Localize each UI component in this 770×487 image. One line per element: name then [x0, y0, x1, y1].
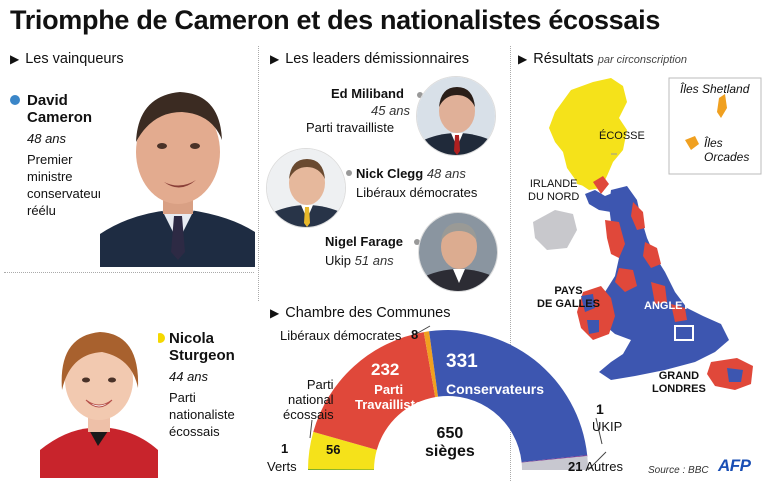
seat-segment-1 — [308, 431, 377, 470]
leader-name-age: Nick Clegg 48 ans — [356, 166, 466, 181]
england-region — [595, 186, 729, 380]
label-ukip: UKIP — [592, 419, 623, 434]
label-verts: Verts — [267, 459, 297, 474]
label-snp: Parti national écossais — [283, 377, 334, 422]
divider — [510, 46, 511, 481]
leader-name: Nigel Farage — [325, 234, 404, 249]
leader-line-0 — [415, 325, 431, 335]
winner-name: Nicola Sturgeon — [169, 330, 235, 364]
miliband-photo — [416, 76, 496, 156]
winner-age: 48 ans — [27, 131, 67, 146]
london-marker — [674, 325, 694, 341]
scotland-region — [549, 78, 627, 190]
value-con: 331 — [446, 351, 478, 372]
arrow-right-icon: ▶ — [270, 52, 280, 66]
label-autres: 21 Autres — [568, 459, 623, 474]
arrow-right-icon: ▶ — [518, 52, 528, 66]
section-winners: ▶ Les vainqueurs — [10, 51, 124, 67]
connector-dot — [346, 170, 352, 176]
northern-ireland-region — [533, 210, 577, 250]
arrow-right-icon: ▶ — [270, 306, 280, 320]
leader-age: 45 ans — [371, 103, 411, 118]
page-title: Triomphe de Cameron et des nationalistes… — [10, 5, 661, 35]
section-chamber: ▶ Chambre des Communes — [270, 305, 451, 321]
results-map — [515, 72, 765, 402]
seat-segment-4 — [429, 330, 588, 463]
arrow-right-icon: ▶ — [10, 52, 20, 66]
source-text: Source : BBC — [648, 465, 709, 476]
leader-line-3 — [587, 451, 607, 471]
seat-segment-3 — [423, 331, 439, 398]
value-verts: 1 — [281, 441, 289, 456]
chart-total: 650 sièges — [425, 425, 475, 460]
chamber-chart — [308, 325, 607, 471]
winner-desc: Parti nationaliste écossais — [169, 390, 235, 439]
map-label: GRAND LONDRES — [652, 370, 706, 395]
party-dot — [10, 95, 20, 105]
divider — [4, 272, 254, 273]
leader-line-1 — [309, 419, 313, 439]
clegg-photo — [266, 148, 346, 228]
islands-inset — [668, 77, 762, 175]
map-label: Îles Shetland — [680, 82, 750, 96]
map-label: IRLANDE DU NORD — [528, 178, 580, 203]
value-ukip: 1 — [596, 401, 604, 417]
seat-segment-6 — [521, 455, 588, 470]
map-label: Îles Orcades — [704, 136, 750, 164]
seat-segment-2 — [313, 332, 436, 450]
winner-name: David Cameron — [27, 92, 93, 126]
sturgeon-photo — [40, 318, 158, 478]
cameron-photo — [100, 82, 255, 267]
map-label: ANGLETERRE — [644, 300, 720, 312]
label-pt: Parti Travailliste — [355, 382, 423, 412]
label-ld: Libéraux démocrates — [280, 328, 402, 343]
afp-logo: AFP — [718, 456, 751, 475]
leader-name: Ed Miliband — [331, 86, 404, 101]
leader-party: Parti travailliste — [306, 120, 395, 135]
winner-age: 44 ans — [169, 369, 209, 384]
divider — [258, 46, 259, 301]
connector-dot — [417, 92, 423, 98]
section-leaders: ▶ Les leaders démissionnaires — [270, 51, 469, 67]
value-pt: 232 — [371, 360, 400, 379]
winner-desc: Premier ministre conservateur réélu — [27, 152, 103, 218]
leader-line-2 — [595, 417, 603, 445]
leader-party: Libéraux démocrates — [356, 185, 478, 200]
map-label: ÉCOSSE — [599, 130, 645, 142]
label-con: Conservateurs — [446, 381, 545, 397]
farage-photo — [418, 212, 498, 292]
value-ld: 8 — [411, 327, 419, 342]
map-label: PAYS DE GALLES — [537, 285, 600, 310]
leader-party-age: Ukip 51 ans — [325, 253, 394, 268]
party-dot — [155, 333, 165, 343]
value-snp: 56 — [326, 442, 341, 457]
connector-dot — [414, 239, 420, 245]
section-results: ▶ Résultats par circonscription — [518, 51, 687, 67]
